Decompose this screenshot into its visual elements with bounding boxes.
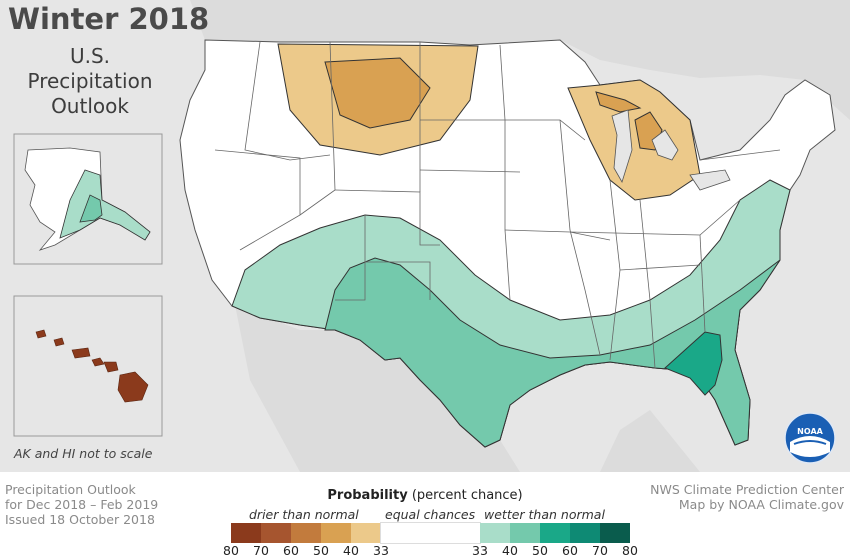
legend-tick-drier-5: 33: [373, 543, 389, 558]
legend-swatch-wetter-2: [540, 523, 570, 543]
legend-tick-drier-1: 70: [253, 543, 269, 558]
alaska-wet-40-50: [79, 194, 103, 223]
noaa-logo-icon: NOAA: [784, 412, 836, 464]
legend-tick-wetter-3: 60: [562, 543, 578, 558]
footer-left-line-3: Issued 18 October 2018: [5, 512, 155, 527]
dry-zone-plains-40-50: [324, 57, 431, 129]
legend-tick-wetter-0: 33: [472, 543, 488, 558]
canada-landmass: [190, 0, 850, 120]
page-title: Winter 2018: [8, 2, 210, 36]
hawaii-inset-frame: [13, 295, 163, 437]
hawaii-islands: [35, 329, 149, 403]
legend-tick-wetter-5: 80: [622, 543, 638, 558]
legend-wetter-label: wetter than normal: [484, 507, 605, 522]
subtitle-line-3: Outlook: [51, 94, 129, 118]
footer-right-line-2: Map by NOAA Climate.gov: [678, 497, 844, 512]
legend-tick-drier-4: 40: [343, 543, 359, 558]
legend-swatch-wetter-3: [570, 523, 600, 543]
subtitle-line-2: Precipitation: [27, 69, 153, 93]
wet-zone-50-60: [664, 331, 723, 396]
footer-right-line-1: NWS Climate Prediction Center: [650, 482, 844, 497]
subtitle-line-1: U.S.: [69, 44, 111, 68]
footer: Precipitation Outlook for Dec 2018 – Feb…: [0, 472, 850, 558]
inset-scale-note: AK and HI not to scale: [14, 446, 153, 461]
legend-swatch-drier-0: [231, 523, 261, 543]
alaska-wet-33-40: [59, 169, 151, 241]
footer-credits: NWS Climate Prediction Center Map by NOA…: [650, 482, 844, 512]
legend-swatch-drier-4: [351, 523, 381, 543]
legend-swatch-wetter-1: [510, 523, 540, 543]
state-borders: [214, 41, 781, 369]
footer-left-line-1: Precipitation Outlook: [5, 482, 136, 497]
legend-tick-wetter-4: 70: [592, 543, 608, 558]
mexico-landmass: [235, 305, 700, 472]
legend-swatch-wetter-0: [480, 523, 510, 543]
legend-title-bold: Probability: [327, 488, 408, 503]
legend-tick-drier-3: 50: [313, 543, 329, 558]
legend-swatch-drier-2: [291, 523, 321, 543]
legend-swatch-drier-3: [321, 523, 351, 543]
legend-equal-label: equal chances: [385, 507, 476, 522]
legend-tick-wetter-1: 40: [502, 543, 518, 558]
precipitation-map: [13, 0, 850, 472]
noaa-logo-text: NOAA: [797, 427, 823, 436]
legend-drier-label: drier than normal: [249, 507, 359, 522]
wet-zone-40-50: [324, 257, 781, 448]
legend-title: Probability (percent chance): [275, 488, 575, 503]
legend-swatch-drier-1: [261, 523, 291, 543]
page-subtitle: U.S. Precipitation Outlook: [20, 44, 160, 119]
footer-outlook-info: Precipitation Outlook for Dec 2018 – Feb…: [5, 482, 158, 527]
legend-tick-wetter-2: 50: [532, 543, 548, 558]
dry-zone-lakes-40-50-north: [595, 91, 642, 113]
footer-left-line-2: for Dec 2018 – Feb 2019: [5, 497, 159, 512]
great-lakes: [611, 109, 731, 191]
legend-swatch-wetter-4: [600, 523, 630, 543]
legend-tick-drier-0: 80: [223, 543, 239, 558]
legend-swatch-equal: [380, 522, 481, 544]
legend-color-bar: [231, 522, 630, 544]
legend-tick-drier-2: 60: [283, 543, 299, 558]
legend-title-rest: (percent chance): [407, 488, 523, 503]
